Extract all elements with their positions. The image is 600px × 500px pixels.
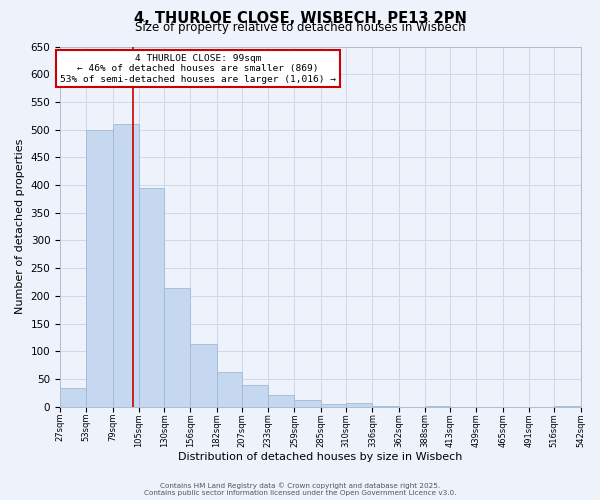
Bar: [86, 130, 113, 406]
Text: Contains HM Land Registry data © Crown copyright and database right 2025.: Contains HM Land Registry data © Crown c…: [160, 482, 440, 489]
Bar: [60, 388, 86, 406]
X-axis label: Distribution of detached houses by size in Wisbech: Distribution of detached houses by size …: [178, 452, 463, 462]
Bar: [295, 400, 321, 406]
Bar: [113, 124, 139, 406]
Y-axis label: Number of detached properties: Number of detached properties: [15, 139, 25, 314]
Bar: [268, 395, 295, 406]
Bar: [190, 344, 217, 406]
Text: 4, THURLOE CLOSE, WISBECH, PE13 2PN: 4, THURLOE CLOSE, WISBECH, PE13 2PN: [134, 11, 466, 26]
Bar: [217, 372, 242, 406]
Text: Size of property relative to detached houses in Wisbech: Size of property relative to detached ho…: [134, 22, 466, 35]
Bar: [164, 288, 190, 406]
Text: 4 THURLOE CLOSE: 99sqm
← 46% of detached houses are smaller (869)
53% of semi-de: 4 THURLOE CLOSE: 99sqm ← 46% of detached…: [60, 54, 336, 84]
Bar: [321, 404, 346, 406]
Bar: [242, 384, 268, 406]
Text: Contains public sector information licensed under the Open Government Licence v3: Contains public sector information licen…: [144, 490, 456, 496]
Bar: [139, 188, 164, 406]
Bar: [346, 403, 373, 406]
